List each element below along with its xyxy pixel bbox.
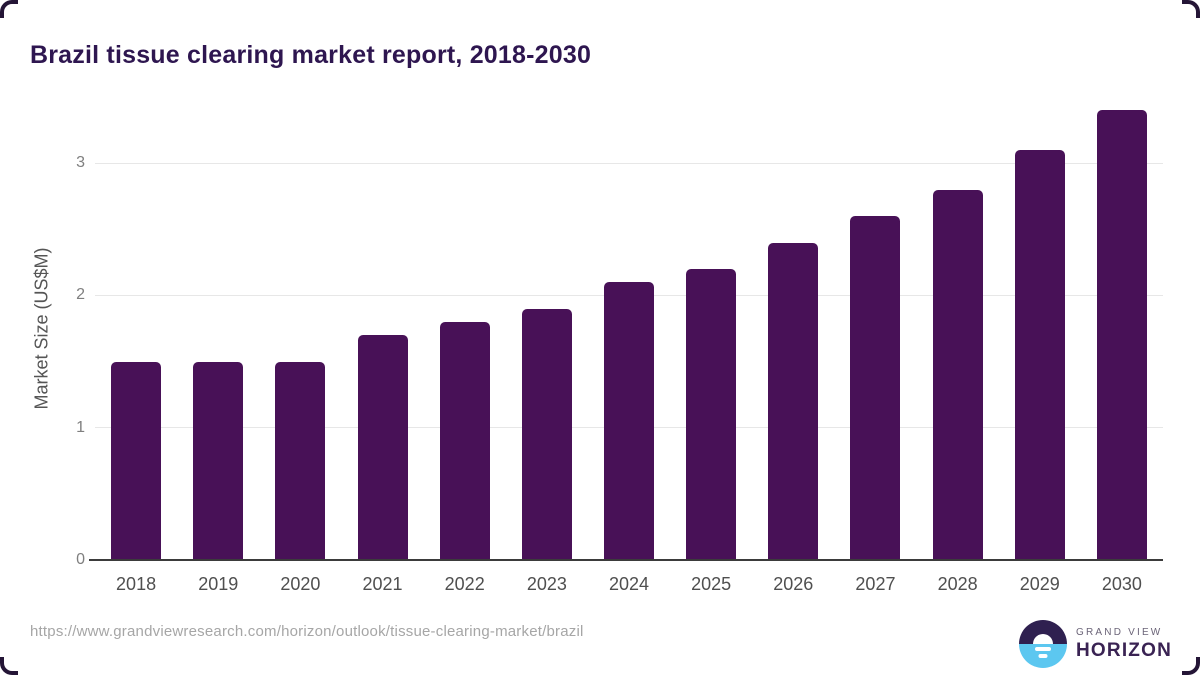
y-tick-label-2: 2 xyxy=(76,286,85,304)
logo-horizon-text: HORIZON xyxy=(1076,639,1173,661)
x-tick-label-2028: 2028 xyxy=(937,574,978,594)
y-axis-title: Market Size (US$M) xyxy=(31,247,52,410)
rounded-corner-mark xyxy=(0,0,18,18)
bar-2028 xyxy=(932,189,983,560)
x-tick-label-2019: 2019 xyxy=(198,574,239,594)
x-tick-label-2020: 2020 xyxy=(280,574,321,594)
logo-brand-text: GRAND VIEW xyxy=(1076,626,1163,638)
bar-2019 xyxy=(193,361,244,560)
x-tick-label-2027: 2027 xyxy=(855,574,896,594)
x-tick-label-2029: 2029 xyxy=(1019,574,1060,594)
rounded-corner-mark xyxy=(1182,0,1200,18)
x-axis-line xyxy=(89,559,1163,561)
y-tick-label-0: 0 xyxy=(76,551,85,568)
gridline-y-3 xyxy=(95,162,1163,164)
bar-2018 xyxy=(111,361,162,560)
x-tick-label-2030: 2030 xyxy=(1101,574,1142,594)
plot-area: 0 1 2 3 2018 2019 2020 2021 2022 2023 2024 2025 2026… xyxy=(76,97,1163,594)
x-tick-label-2022: 2022 xyxy=(444,574,485,594)
bar-2029 xyxy=(1014,149,1065,560)
bar-2021 xyxy=(357,335,408,560)
x-tick-label-2018: 2018 xyxy=(116,574,157,594)
bar-2022 xyxy=(439,321,490,560)
x-tick-label-2023: 2023 xyxy=(526,574,567,594)
y-tick-label-1: 1 xyxy=(76,418,85,436)
bar-2026 xyxy=(768,242,819,560)
rounded-corner-mark xyxy=(0,657,18,675)
y-tick-label-3: 3 xyxy=(76,154,85,172)
bar-2025 xyxy=(686,268,737,560)
x-tick-label-2021: 2021 xyxy=(362,574,403,594)
grand-view-horizon-logo: GRAND VIEW HORIZON xyxy=(1019,620,1172,668)
x-tick-label-2025: 2025 xyxy=(691,574,732,594)
x-tick-label-2026: 2026 xyxy=(773,574,814,594)
bar-2030 xyxy=(1096,110,1147,560)
bar-2023 xyxy=(521,308,572,560)
source-url: https://www.grandviewresearch.com/horizo… xyxy=(30,623,584,640)
horizon-sun-icon xyxy=(1019,620,1067,668)
chart-title: Brazil tissue clearing market report, 20… xyxy=(30,40,592,69)
bar-2020 xyxy=(275,361,326,560)
x-tick-label-2024: 2024 xyxy=(608,574,650,594)
bar-2027 xyxy=(850,216,901,560)
rounded-corner-mark xyxy=(1182,657,1200,675)
bar-2024 xyxy=(604,282,654,560)
